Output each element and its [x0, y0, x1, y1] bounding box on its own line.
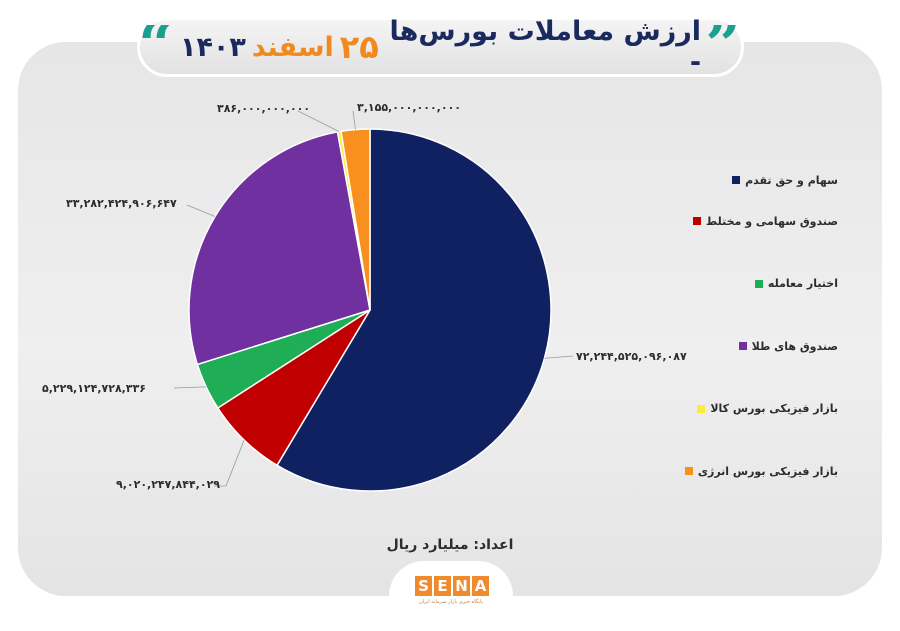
legend-label: اختیار معامله	[767, 277, 838, 291]
value-label-commodity: ۳۸۶,۰۰۰,۰۰۰,۰۰۰	[217, 102, 311, 115]
value-label-stocks: ۷۲,۲۴۴,۵۲۵,۰۹۶,۰۸۷	[576, 350, 687, 363]
logo-letter: E	[434, 576, 451, 596]
quote-close-icon: “	[140, 25, 174, 69]
logo-background	[389, 561, 513, 631]
unit-label: اعداد: میلیارد ریال	[386, 537, 514, 553]
logo-subtitle: پایگاه خبری بازار سرمایه ایران	[419, 599, 483, 605]
legend-label: بازار فیزیکی بورس کالا	[710, 402, 838, 416]
title-day: ۲۵	[339, 28, 379, 66]
legend-swatch-icon	[692, 217, 701, 226]
legend-label: سهام و حق تقدم	[745, 173, 838, 187]
leader-line	[544, 355, 574, 359]
title-month: اسفند	[251, 31, 334, 63]
leader-line	[352, 110, 356, 130]
value-label-options: ۵,۲۲۹,۱۲۴,۷۲۸,۳۳۶	[42, 382, 146, 395]
pie-slice	[188, 131, 371, 366]
value-label-equity-funds: ۹,۰۲۰,۲۴۷,۸۴۴,۰۲۹	[116, 478, 220, 491]
legend-swatch-icon	[684, 467, 693, 476]
logo-letter: N	[453, 576, 470, 596]
logo-letter: A	[472, 576, 489, 596]
legend-item-equity-funds: صندوق سهامی و مختلط	[685, 190, 838, 253]
sena-logo: S E N A	[415, 576, 489, 596]
legend-swatch-icon	[738, 342, 747, 351]
leader-line	[186, 204, 216, 217]
chart-legend: سهام و حق تقدم صندوق سهامی و مختلط اختیا…	[684, 170, 838, 503]
title-year: ۱۴۰۳	[179, 31, 246, 63]
legend-swatch-icon	[754, 279, 763, 288]
legend-swatch-icon	[732, 176, 741, 184]
title-text: ارزش معاملات بورس‌ها -	[389, 16, 702, 78]
value-label-gold-funds: ۳۳,۲۸۲,۴۲۴,۹۰۶,۶۴۷	[66, 197, 177, 210]
value-label-energy: ۳,۱۵۵,۰۰۰,۰۰۰,۰۰۰	[357, 101, 461, 114]
legend-label: صندوق سهامی و مختلط	[705, 214, 838, 228]
legend-label: صندوق های طلا	[751, 339, 838, 353]
pie-slice	[340, 128, 371, 311]
leader-line	[214, 439, 245, 487]
legend-item-options: اختیار معامله	[685, 253, 838, 316]
legend-item-gold-funds: صندوق های طلا	[685, 315, 838, 378]
legend-item-stocks: سهام و حق تقدم	[685, 170, 838, 190]
quote-open-icon: ”	[707, 25, 741, 69]
legend-item-commodity: بازار فیزیکی بورس کالا	[685, 378, 838, 441]
leader-line	[297, 110, 340, 132]
legend-swatch-icon	[697, 404, 706, 413]
legend-label: بازار فیزیکی بورس انرژی	[697, 464, 838, 478]
title-banner: ” ارزش معاملات بورس‌ها - ۲۵ اسفند ۱۴۰۳ “	[137, 16, 744, 78]
logo-letter: S	[415, 576, 432, 596]
leader-line	[173, 386, 207, 389]
legend-item-energy: بازار فیزیکی بورس انرژی	[684, 440, 838, 503]
